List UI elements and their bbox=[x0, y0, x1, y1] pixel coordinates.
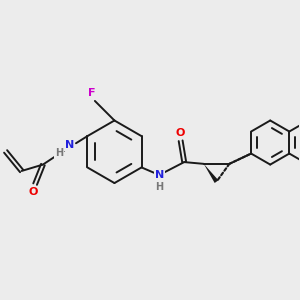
Text: F: F bbox=[88, 88, 95, 98]
Text: N: N bbox=[155, 170, 164, 180]
Text: H: H bbox=[55, 148, 63, 158]
Text: O: O bbox=[28, 187, 38, 197]
Text: O: O bbox=[176, 128, 185, 138]
Text: N: N bbox=[65, 140, 74, 150]
Polygon shape bbox=[204, 164, 218, 183]
Text: H: H bbox=[155, 182, 164, 192]
